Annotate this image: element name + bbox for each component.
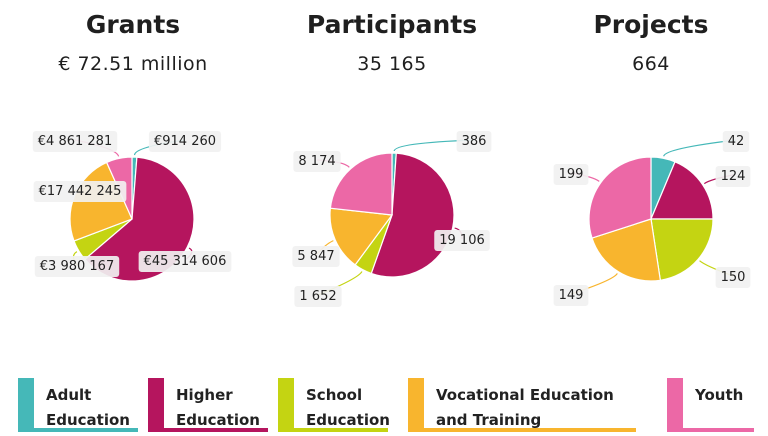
legend-item-school[interactable]: School Education bbox=[278, 378, 390, 432]
participants-label-higher: 19 106 bbox=[439, 233, 485, 248]
legend-item-higher[interactable]: Higher Education bbox=[148, 378, 268, 432]
legend-underline-youth bbox=[667, 428, 754, 432]
participants-title: Participants bbox=[306, 10, 478, 39]
projects-title: Projects bbox=[593, 10, 709, 39]
grants-title: Grants bbox=[85, 10, 181, 39]
grants-label-bg-youth bbox=[32, 131, 118, 152]
participants-label-bg-vet bbox=[292, 246, 340, 267]
legend-swatch-vet bbox=[408, 378, 424, 432]
grants-panel: Grants € 72.51 million bbox=[5, 0, 261, 340]
projects-label-bg-adult bbox=[722, 131, 750, 152]
projects-label-adult: 42 bbox=[728, 134, 745, 149]
legend-label-adult: Adult Education bbox=[46, 386, 130, 429]
projects-label-bg-vet bbox=[553, 285, 589, 306]
legend-label-youth: Youth bbox=[695, 386, 744, 404]
participants-label-bg-adult bbox=[456, 131, 492, 152]
projects-total: 664 bbox=[632, 53, 670, 75]
projects-slice-school[interactable] bbox=[650, 218, 714, 281]
participants-label-school: 1 652 bbox=[299, 289, 336, 304]
projects-label-vet: 149 bbox=[559, 288, 584, 303]
projects-panel: Projects 664 bbox=[523, 0, 768, 340]
participants-label-bg-higher bbox=[434, 230, 490, 251]
grants-label-bg-school bbox=[34, 256, 120, 277]
legend: Adult Education Higher Education School Edu… bbox=[0, 374, 768, 436]
projects-label-bg-school bbox=[715, 267, 751, 288]
participants-label-adult: 386 bbox=[462, 134, 487, 149]
legend-underline-higher bbox=[148, 428, 268, 432]
legend-swatch-school bbox=[278, 378, 294, 432]
grants-total: € 72.51 million bbox=[58, 53, 208, 75]
legend-swatch-youth bbox=[667, 378, 683, 432]
projects-pie: 42 124 150 149 199 bbox=[553, 131, 751, 306]
legend-underline-vet bbox=[408, 428, 636, 432]
projects-slice-higher[interactable] bbox=[650, 161, 714, 220]
legend-underline-adult bbox=[18, 428, 138, 432]
legend-underline-school bbox=[278, 428, 388, 432]
projects-label-school: 150 bbox=[721, 270, 746, 285]
projects-label-higher: 124 bbox=[721, 169, 746, 184]
participants-panel: Participants 35 165 bbox=[264, 0, 520, 340]
participants-slice-vet[interactable] bbox=[329, 207, 394, 266]
grants-label-youth: €4 861 281 bbox=[38, 134, 112, 149]
legend-label-vet: Vocational Education and Training bbox=[436, 386, 614, 429]
grants-label-adult: €914 260 bbox=[154, 134, 216, 149]
projects-label-youth: 199 bbox=[559, 167, 584, 182]
legend-label-school: School Education bbox=[306, 386, 390, 429]
projects-slice-vet[interactable] bbox=[591, 218, 662, 282]
participants-slice-youth[interactable] bbox=[329, 152, 393, 216]
legend-label-higher: Higher Education bbox=[176, 386, 260, 429]
participants-slice-higher[interactable] bbox=[370, 152, 455, 278]
grants-label-bg-higher bbox=[138, 251, 232, 272]
participants-pie: 386 19 106 1 652 5 847 8 174 bbox=[292, 131, 492, 307]
projects-label-bg-higher bbox=[715, 166, 751, 187]
pie-charts: €914 260 €45 314 606 €3 980 167 €17 442 245… bbox=[32, 131, 751, 307]
grants-label-school: €3 980 167 bbox=[40, 259, 114, 274]
projects-slice-youth[interactable] bbox=[588, 156, 652, 239]
grants-label-vet: €17 442 245 bbox=[39, 184, 122, 199]
grants-label-bg-vet bbox=[33, 181, 127, 202]
participants-label-bg-youth bbox=[293, 151, 341, 172]
legend-item-adult[interactable]: Adult Education bbox=[18, 378, 138, 432]
legend-item-youth[interactable]: Youth bbox=[667, 378, 754, 432]
grants-pie: €914 260 €45 314 606 €3 980 167 €17 442 245… bbox=[32, 131, 232, 282]
grants-label-higher: €45 314 606 bbox=[144, 254, 227, 269]
grants-label-bg-adult bbox=[148, 131, 222, 152]
participants-total: 35 165 bbox=[357, 53, 427, 75]
projects-label-bg-youth bbox=[553, 164, 589, 185]
participants-label-vet: 5 847 bbox=[297, 249, 334, 264]
participants-label-youth: 8 174 bbox=[298, 154, 335, 169]
legend-swatch-higher bbox=[148, 378, 164, 432]
participants-label-bg-school bbox=[294, 286, 342, 307]
grants-slice-higher[interactable] bbox=[84, 156, 195, 282]
legend-swatch-adult bbox=[18, 378, 34, 432]
legend-item-vet[interactable]: Vocational Education and Training bbox=[408, 378, 636, 432]
